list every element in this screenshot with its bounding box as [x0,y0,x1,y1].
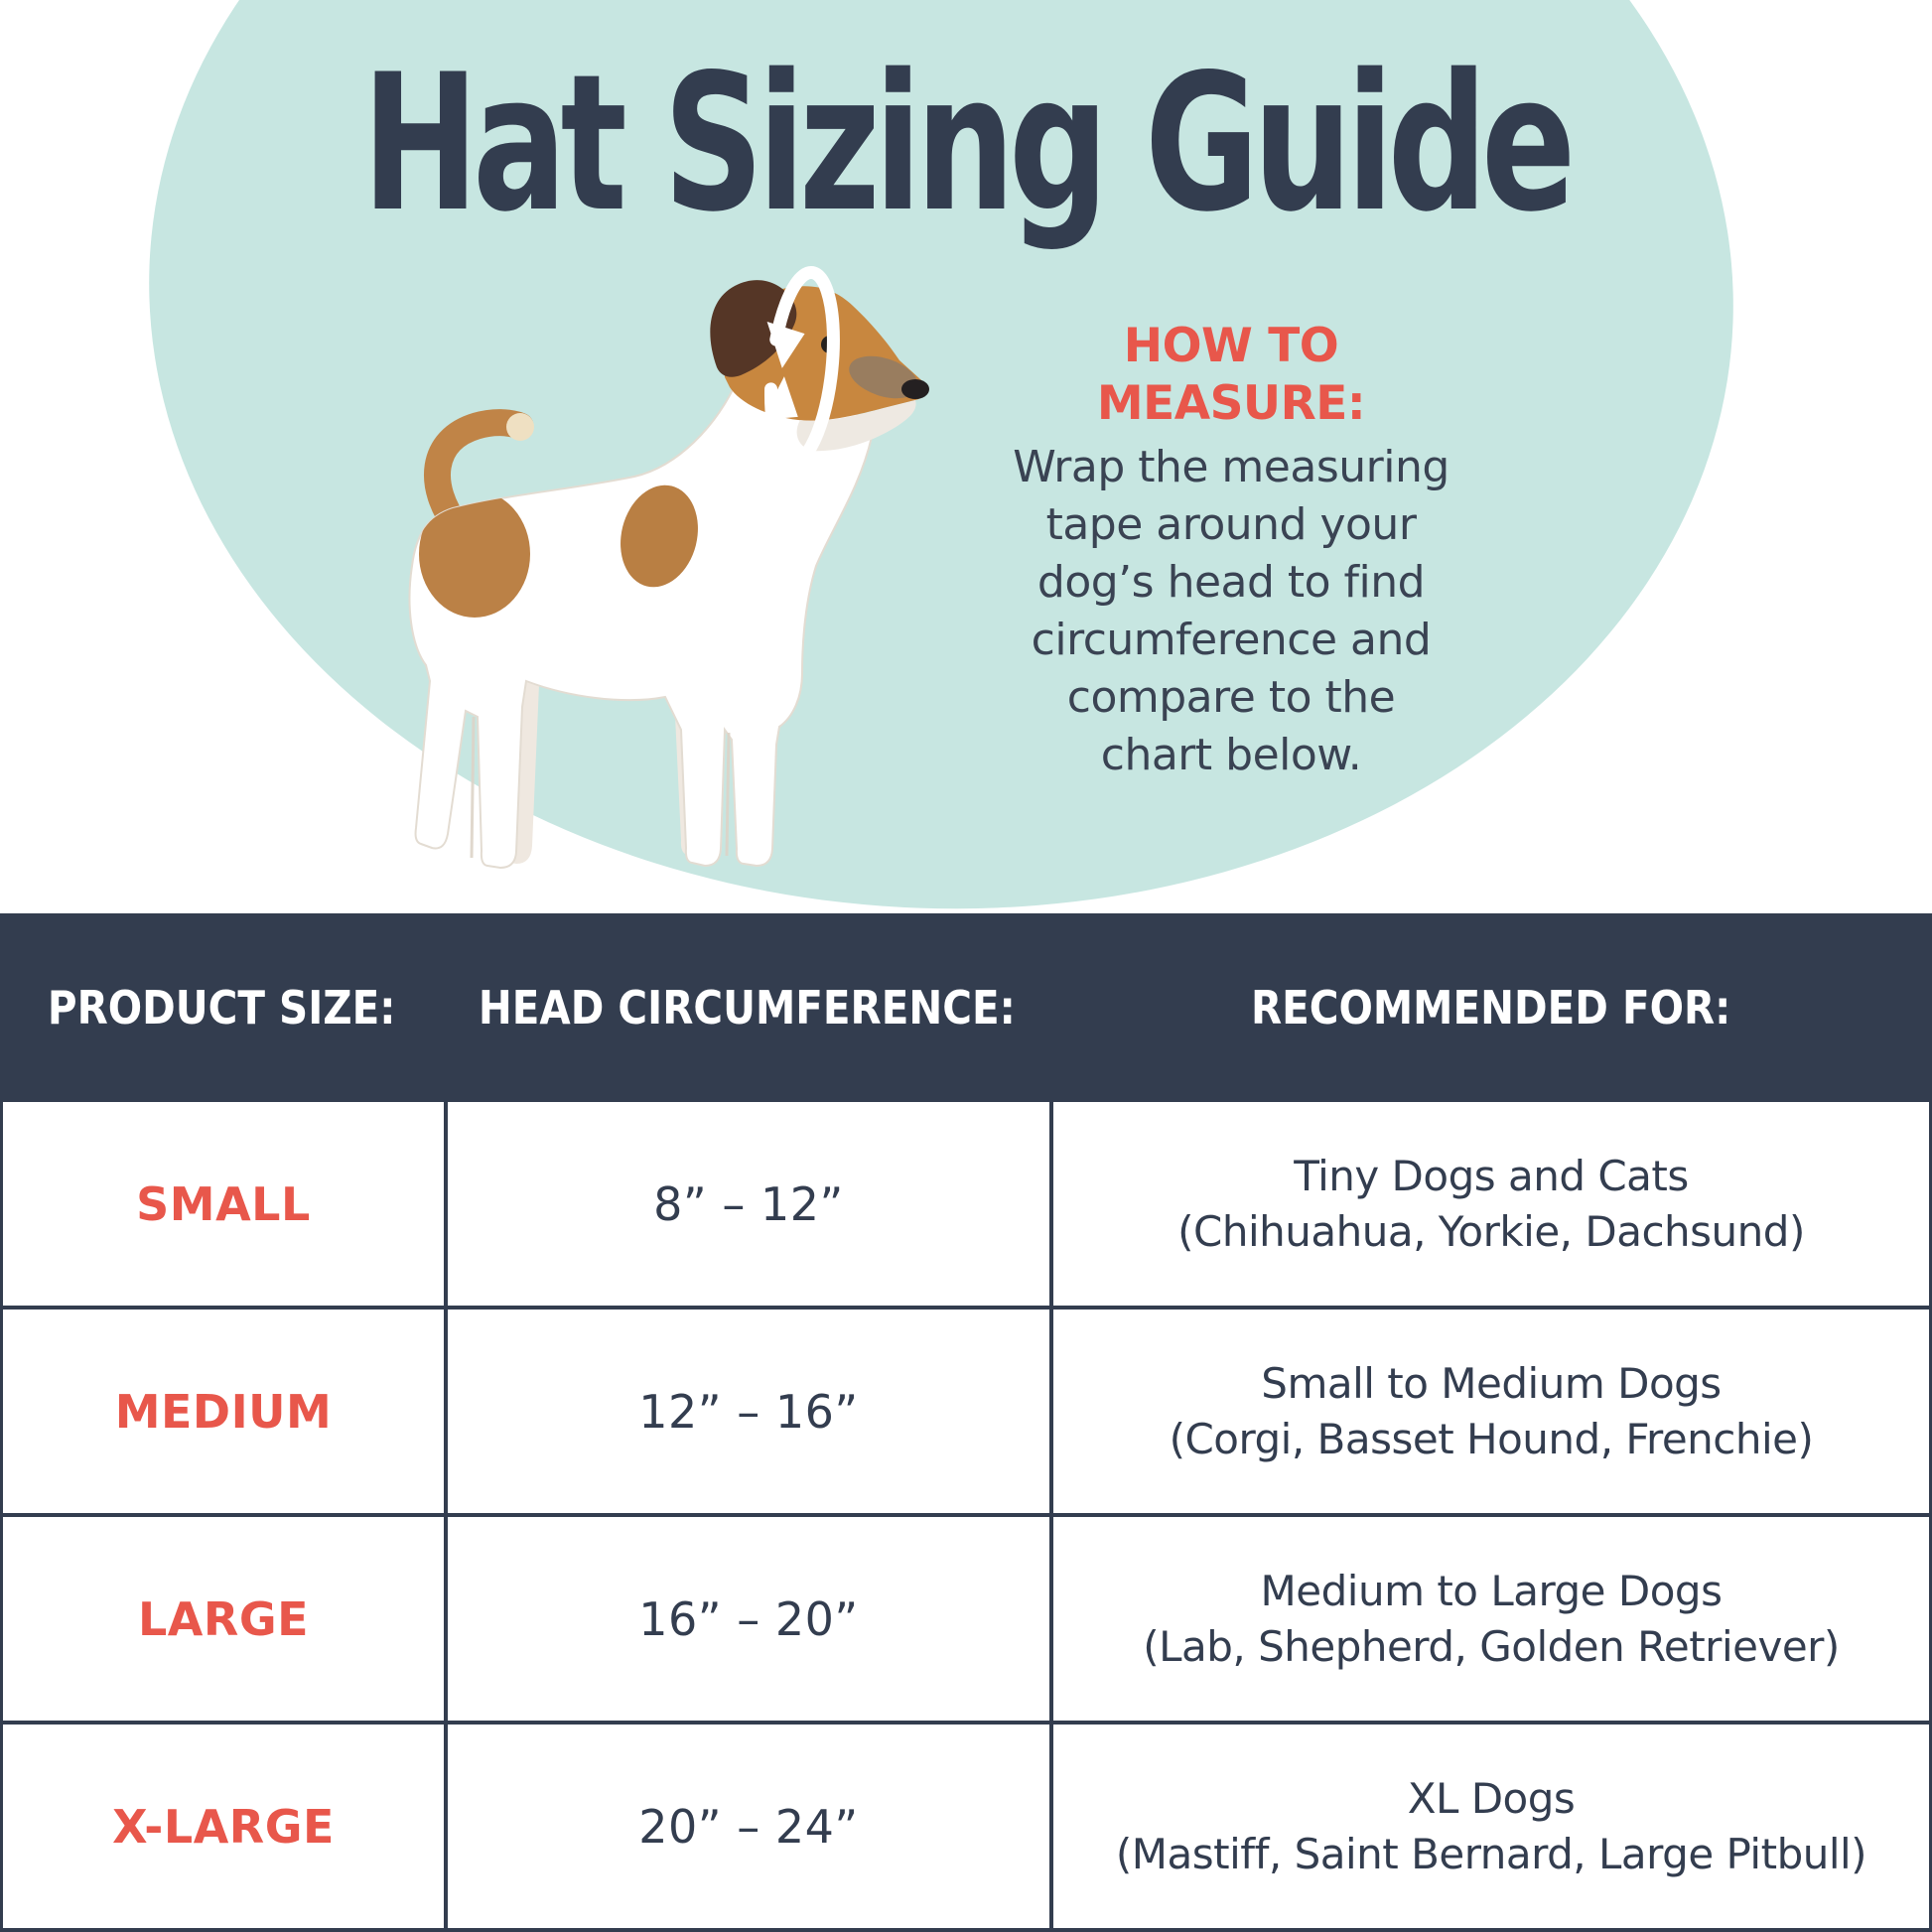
dog-muzzle-bridge [849,355,918,399]
dog-tail [424,409,534,540]
col-header-head-circumference: HEAD CIRCUMFERENCE: [478,981,1016,1035]
table-row: X-LARGE 20” – 24” XL Dogs (Mastiff, Sain… [3,1725,1929,1932]
product-size-cell: MEDIUM [114,1384,333,1439]
table-body: SMALL 8” – 12” Tiny Dogs and Cats (Chihu… [0,1102,1932,1932]
arrow-down-icon [766,322,805,368]
page-title: Hat Sizing Guide [0,34,1932,253]
recommended-cell: Medium to Large Dogs (Lab, Shepherd, Gol… [1049,1517,1929,1721]
how-to-measure: HOW TO MEASURE: Wrap the measuring tape … [983,318,1479,784]
circumference-cell: 8” – 12” [444,1102,1049,1306]
table-row: SMALL 8” – 12” Tiny Dogs and Cats (Chihu… [3,1102,1929,1310]
arrow-up-icon [761,376,798,421]
dog-nose [901,379,929,399]
product-size-cell: LARGE [137,1591,309,1646]
circumference-cell: 12” – 16” [444,1310,1049,1513]
sizing-table: PRODUCT SIZE: HEAD CIRCUMFERENCE: RECOMM… [0,913,1932,1932]
table-row: LARGE 16” – 20” Medium to Large Dogs (La… [3,1517,1929,1725]
circumference-cell: 16” – 20” [444,1517,1049,1721]
recommended-cell: XL Dogs (Mastiff, Saint Bernard, Large P… [1049,1725,1929,1928]
dog-tail-tip [506,413,534,441]
measuring-loop-icon [761,266,840,469]
product-size-cell: SMALL [136,1176,311,1231]
dog-muzzle-white [796,400,916,452]
dog-ear [710,280,797,377]
table-header-row: PRODUCT SIZE: HEAD CIRCUMFERENCE: RECOMM… [0,913,1932,1102]
how-to-measure-text: Wrap the measuring tape around your dog’… [1013,442,1449,780]
col-header-product-size: PRODUCT SIZE: [48,981,396,1035]
how-to-measure-heading: HOW TO MEASURE: [1096,319,1366,431]
recommended-cell: Tiny Dogs and Cats (Chihuahua, Yorkie, D… [1049,1102,1929,1306]
dog-patches [419,484,698,618]
product-size-cell: X-LARGE [112,1799,335,1854]
circumference-cell: 20” – 24” [444,1725,1049,1928]
recommended-cell: Small to Medium Dogs (Corgi, Basset Houn… [1049,1310,1929,1513]
page-title-text: Hat Sizing Guide [361,34,1577,253]
table-row: MEDIUM 12” – 16” Small to Medium Dogs (C… [3,1310,1929,1517]
dog-image [408,266,929,870]
col-header-recommended-for: RECOMMENDED FOR: [1250,981,1731,1035]
dog-leg-shading [470,716,731,859]
dog-body [408,320,874,870]
